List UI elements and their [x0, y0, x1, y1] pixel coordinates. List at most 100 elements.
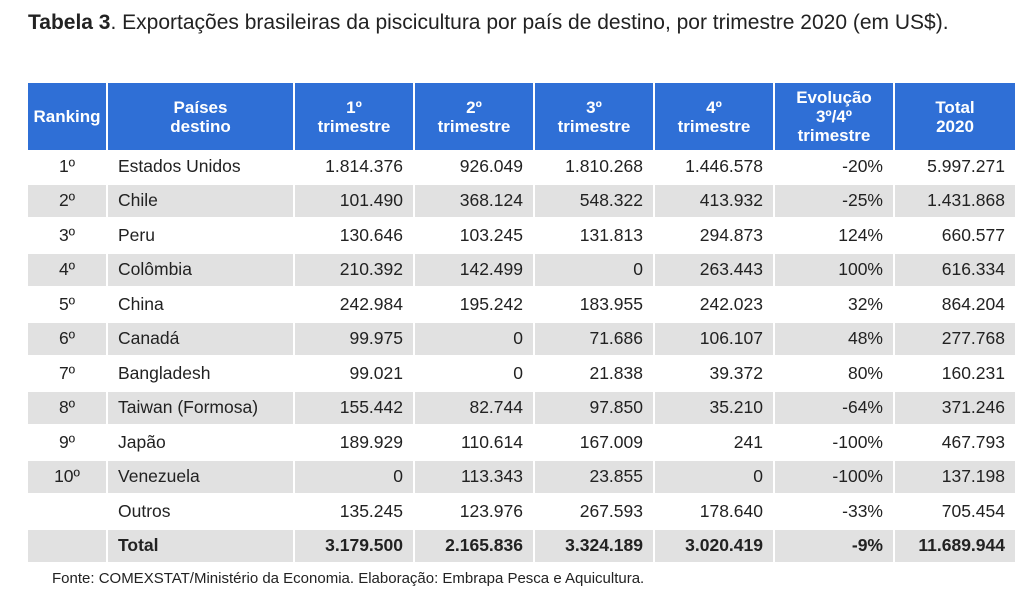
cell-q1: 130.646: [295, 219, 415, 254]
cell-q3: 3.324.189: [535, 529, 655, 564]
cell-q3: 267.593: [535, 495, 655, 530]
cell-rank: 10º: [28, 460, 108, 495]
table-row: 1º Estados Unidos 1.814.376 926.049 1.810.26…: [28, 150, 1015, 185]
cell-rank: 2º: [28, 184, 108, 219]
header-total: Total 2020: [895, 83, 1015, 150]
cell-rank: [28, 495, 108, 530]
table-row: 4º Colômbia 210.392 142.499 0 263.443 100% 616.…: [28, 253, 1015, 288]
cell-total: 11.689.944: [895, 529, 1015, 564]
exports-table-container: Ranking Países destino 1º trimestre 2º trim…: [28, 83, 1015, 564]
cell-q1: 155.442: [295, 391, 415, 426]
table-header-row: Ranking Países destino 1º trimestre 2º trim…: [28, 83, 1015, 150]
total-row: Total 3.179.500 2.165.836 3.324.189 3.020.41…: [28, 529, 1015, 564]
exports-table: Ranking Países destino 1º trimestre 2º trim…: [28, 83, 1015, 564]
cell-evolution: 100%: [775, 253, 895, 288]
cell-country: Peru: [108, 219, 295, 254]
cell-rank: 7º: [28, 357, 108, 392]
cell-total: 371.246: [895, 391, 1015, 426]
cell-q4: 39.372: [655, 357, 775, 392]
caption-label: Tabela 3: [28, 11, 111, 34]
cell-q1: 3.179.500: [295, 529, 415, 564]
cell-q1: 0: [295, 460, 415, 495]
cell-country: Colômbia: [108, 253, 295, 288]
cell-q2: 113.343: [415, 460, 535, 495]
cell-q3: 1.810.268: [535, 150, 655, 185]
caption-text: . Exportações brasileiras da piscicultur…: [110, 11, 949, 34]
table-row: Outros 135.245 123.976 267.593 178.640 -33% 70…: [28, 495, 1015, 530]
header-q1: 1º trimestre: [295, 83, 415, 150]
cell-q2: 2.165.836: [415, 529, 535, 564]
cell-q3: 548.322: [535, 184, 655, 219]
header-q3: 3º trimestre: [535, 83, 655, 150]
cell-q1: 210.392: [295, 253, 415, 288]
cell-q4: 0: [655, 460, 775, 495]
cell-q3: 23.855: [535, 460, 655, 495]
cell-evolution: -25%: [775, 184, 895, 219]
cell-evolution: -100%: [775, 426, 895, 461]
cell-total: 467.793: [895, 426, 1015, 461]
cell-total: 616.334: [895, 253, 1015, 288]
cell-evolution: 124%: [775, 219, 895, 254]
cell-rank: 8º: [28, 391, 108, 426]
cell-total: 660.577: [895, 219, 1015, 254]
cell-total: 5.997.271: [895, 150, 1015, 185]
table-row: 5º China 242.984 195.242 183.955 242.023 32% 86…: [28, 288, 1015, 323]
cell-q3: 167.009: [535, 426, 655, 461]
cell-country: Taiwan (Formosa): [108, 391, 295, 426]
cell-total: 160.231: [895, 357, 1015, 392]
cell-q3: 183.955: [535, 288, 655, 323]
cell-total: 137.198: [895, 460, 1015, 495]
header-q2: 2º trimestre: [415, 83, 535, 150]
cell-q4: 106.107: [655, 322, 775, 357]
cell-q2: 195.242: [415, 288, 535, 323]
cell-q3: 71.686: [535, 322, 655, 357]
cell-rank: 3º: [28, 219, 108, 254]
cell-q4: 241: [655, 426, 775, 461]
header-country: Países destino: [108, 83, 295, 150]
cell-q2: 926.049: [415, 150, 535, 185]
cell-q1: 135.245: [295, 495, 415, 530]
cell-evolution: -20%: [775, 150, 895, 185]
cell-rank: 1º: [28, 150, 108, 185]
table-row: 7º Bangladesh 99.021 0 21.838 39.372 80% 160.23…: [28, 357, 1015, 392]
cell-country: Chile: [108, 184, 295, 219]
cell-q2: 368.124: [415, 184, 535, 219]
table-row: 3º Peru 130.646 103.245 131.813 294.873 124% 66…: [28, 219, 1015, 254]
cell-evolution: 48%: [775, 322, 895, 357]
cell-q2: 142.499: [415, 253, 535, 288]
cell-q4: 35.210: [655, 391, 775, 426]
cell-country: Bangladesh: [108, 357, 295, 392]
cell-q3: 97.850: [535, 391, 655, 426]
cell-q3: 21.838: [535, 357, 655, 392]
cell-q1: 101.490: [295, 184, 415, 219]
cell-rank: 4º: [28, 253, 108, 288]
cell-q4: 178.640: [655, 495, 775, 530]
cell-q1: 99.021: [295, 357, 415, 392]
cell-q4: 263.443: [655, 253, 775, 288]
cell-q3: 0: [535, 253, 655, 288]
cell-country: Estados Unidos: [108, 150, 295, 185]
cell-evolution: 80%: [775, 357, 895, 392]
cell-country: Venezuela: [108, 460, 295, 495]
cell-country: China: [108, 288, 295, 323]
header-q4: 4º trimestre: [655, 83, 775, 150]
cell-country: Total: [108, 529, 295, 564]
cell-total: 1.431.868: [895, 184, 1015, 219]
cell-q2: 0: [415, 357, 535, 392]
cell-evolution: -64%: [775, 391, 895, 426]
cell-total: 705.454: [895, 495, 1015, 530]
cell-q1: 99.975: [295, 322, 415, 357]
header-ranking: Ranking: [28, 83, 108, 150]
table-row: 9º Japão 189.929 110.614 167.009 241 -100% 467.…: [28, 426, 1015, 461]
cell-q1: 189.929: [295, 426, 415, 461]
header-evolution: Evolução 3º/4º trimestre: [775, 83, 895, 150]
cell-q4: 413.932: [655, 184, 775, 219]
cell-evolution: -33%: [775, 495, 895, 530]
cell-evolution: -9%: [775, 529, 895, 564]
cell-q4: 242.023: [655, 288, 775, 323]
cell-country: Japão: [108, 426, 295, 461]
cell-q4: 1.446.578: [655, 150, 775, 185]
cell-q2: 0: [415, 322, 535, 357]
table-caption: Tabela 3. Exportações brasileiras da pis…: [28, 8, 988, 37]
cell-q2: 110.614: [415, 426, 535, 461]
